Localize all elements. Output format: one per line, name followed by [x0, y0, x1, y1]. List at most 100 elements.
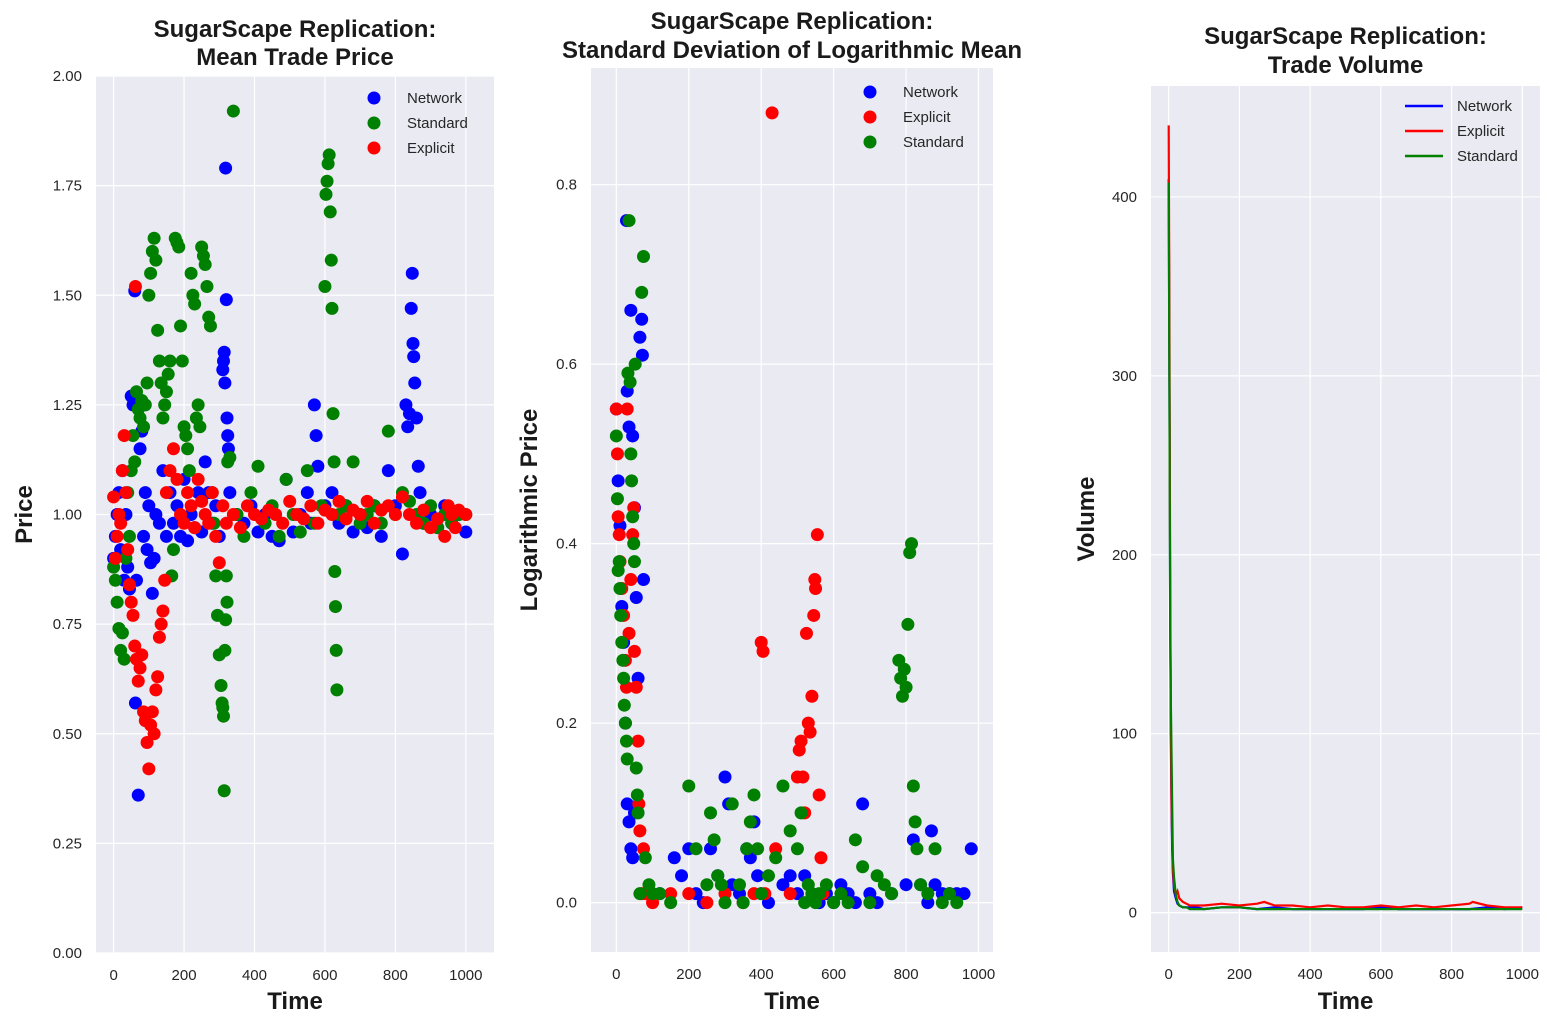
data-point — [798, 896, 812, 910]
data-point — [870, 869, 884, 883]
data-point — [272, 529, 286, 543]
data-point — [319, 187, 333, 201]
legend-marker — [367, 141, 381, 155]
data-point — [899, 878, 913, 892]
data-point — [128, 455, 142, 469]
data-point — [142, 288, 156, 302]
y-tick-label: 1.50 — [53, 287, 82, 304]
data-point — [209, 569, 223, 583]
data-point — [761, 869, 775, 883]
data-point — [191, 398, 205, 412]
data-point — [827, 896, 841, 910]
data-point — [751, 842, 765, 856]
data-point — [616, 653, 630, 667]
data-point — [156, 411, 170, 425]
data-point — [166, 442, 180, 456]
data-point — [957, 887, 971, 901]
data-point — [410, 411, 424, 425]
data-point — [411, 459, 425, 473]
data-point — [612, 555, 626, 569]
data-point — [620, 797, 634, 811]
data-point — [637, 249, 651, 263]
data-point — [910, 842, 924, 856]
legend-label: Standard — [407, 115, 468, 132]
data-point — [623, 375, 637, 389]
data-point — [624, 303, 638, 317]
data-point — [307, 398, 321, 412]
data-point — [619, 734, 633, 748]
data-point — [198, 455, 212, 469]
data-point — [283, 494, 297, 508]
chart-title: Trade Volume — [1268, 52, 1424, 79]
data-point — [332, 494, 346, 508]
data-point — [928, 842, 942, 856]
data-point — [144, 266, 158, 280]
data-point — [635, 285, 649, 299]
x-tick-label: 400 — [242, 967, 267, 984]
data-point — [156, 604, 170, 618]
data-point — [626, 851, 640, 865]
x-tick-label: 200 — [1227, 966, 1252, 983]
data-point — [184, 499, 198, 513]
data-point — [765, 106, 779, 120]
data-point — [181, 534, 195, 548]
data-point — [147, 551, 161, 565]
data-point — [279, 472, 293, 486]
data-point — [794, 734, 808, 748]
data-point — [408, 376, 422, 390]
y-tick-label: 400 — [1112, 189, 1137, 206]
data-point — [110, 595, 124, 609]
data-point — [401, 420, 415, 434]
data-point — [620, 752, 634, 766]
data-point — [147, 727, 161, 741]
data-point — [611, 474, 625, 488]
data-point — [360, 494, 374, 508]
data-point — [195, 494, 209, 508]
data-point — [438, 529, 452, 543]
data-point — [682, 779, 696, 793]
data-point — [631, 734, 645, 748]
x-tick-label: 600 — [312, 967, 337, 984]
data-point — [629, 680, 643, 694]
data-point — [117, 652, 131, 666]
data-point — [905, 537, 919, 551]
data-point — [413, 486, 427, 500]
x-axis-label: Time — [1318, 988, 1374, 1015]
data-point — [121, 543, 135, 557]
data-point — [202, 516, 216, 530]
data-point — [612, 528, 626, 542]
chart-title: SugarScape Replication: — [1204, 23, 1487, 50]
data-point — [646, 896, 660, 910]
data-point — [664, 887, 678, 901]
data-point — [776, 878, 790, 892]
data-point — [809, 582, 823, 596]
data-point — [329, 643, 343, 657]
data-point — [330, 683, 344, 697]
data-point — [610, 492, 624, 506]
data-point — [637, 573, 651, 587]
data-point — [297, 512, 311, 526]
y-tick-label: 300 — [1112, 368, 1137, 385]
data-point — [198, 258, 212, 272]
data-point — [107, 490, 121, 504]
data-point — [220, 595, 234, 609]
data-point — [863, 887, 877, 901]
data-point — [794, 806, 808, 820]
x-tick-label: 0 — [109, 967, 117, 984]
data-point — [117, 429, 131, 443]
data-point — [810, 528, 824, 542]
data-point — [339, 512, 353, 526]
data-point — [609, 402, 623, 416]
x-tick-label: 0 — [612, 966, 620, 983]
data-point — [115, 464, 129, 478]
legend-marker — [367, 116, 381, 130]
y-tick-label: 0.75 — [53, 616, 82, 633]
data-point — [158, 573, 172, 587]
data-point — [209, 529, 223, 543]
y-tick-label: 1.00 — [53, 507, 82, 524]
chart-1: 0 200 400 600 800 1000 0.0 0.2 0.4 0.6 0.8 SugarSca… — [516, 8, 1022, 1015]
data-point — [346, 455, 360, 469]
data-point — [718, 770, 732, 784]
y-tick-label: 0.00 — [53, 945, 82, 962]
data-point — [114, 516, 128, 530]
